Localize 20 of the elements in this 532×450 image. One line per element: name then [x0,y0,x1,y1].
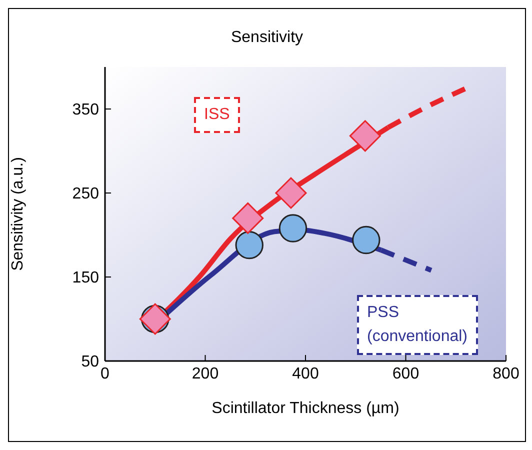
x-axis-title: Scintillator Thickness (µm) [212,400,400,417]
y-tick-label: 50 [81,354,100,371]
point [352,226,380,254]
x-tick-label: 200 [192,365,219,382]
y-tick-label: 350 [72,102,100,119]
point [349,120,381,152]
x-tick-label: 0 [100,365,110,382]
x-tick-label: 600 [392,365,420,382]
x-tick-label: 800 [492,365,520,382]
text: ISS [204,105,230,125]
point [278,214,308,242]
x-tick-label: 400 [292,365,319,382]
point [235,231,264,260]
y-axis-title: Sensitivity (a.u.) [10,157,27,271]
y-tick-label: 250 [72,186,100,203]
point [275,177,307,209]
text: PSS (conventional) [367,303,468,347]
point [232,202,264,234]
y-tick-label: 150 [72,270,100,287]
chart-title: Sensitivity [230,29,304,47]
